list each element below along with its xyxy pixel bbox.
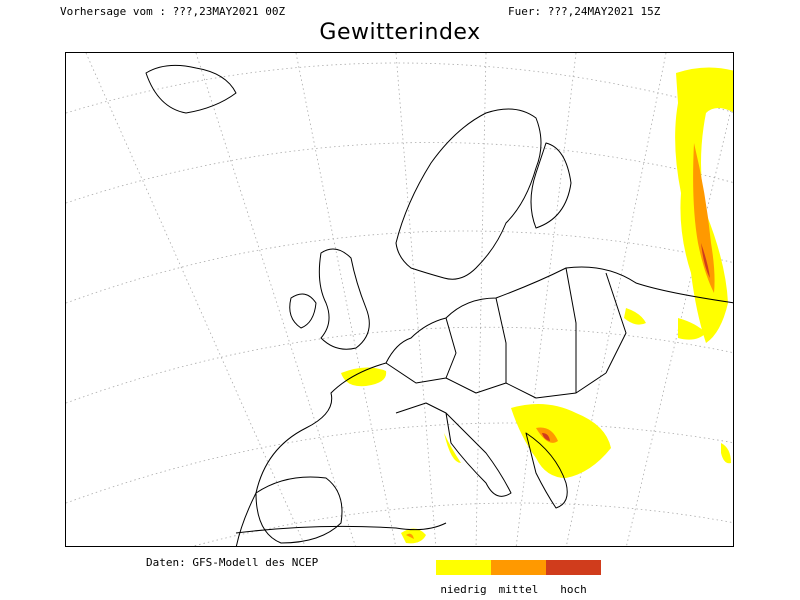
- graticule: [66, 53, 733, 546]
- legend-swatch-high: [546, 560, 601, 575]
- data-source-label: Daten: GFS-Modell des NCEP: [146, 556, 319, 569]
- legend-label-medium: mittel: [498, 583, 539, 596]
- map-panel: [65, 52, 734, 547]
- coastlines: [145, 64, 733, 546]
- europe-map: [66, 53, 733, 546]
- storm-index-areas: [341, 67, 733, 544]
- map-title: Gewitterindex: [319, 20, 481, 45]
- legend-swatch-low: [436, 560, 491, 575]
- legend-swatch-medium: [491, 560, 546, 575]
- valid-time-label: Fuer: ???,24MAY2021 15Z: [508, 5, 661, 18]
- legend: niedrig mittel hoch: [436, 560, 602, 596]
- forecast-run-label: Vorhersage vom : ???,23MAY2021 00Z: [60, 5, 286, 18]
- legend-label-high: hoch: [560, 583, 587, 596]
- legend-label-low: niedrig: [440, 583, 487, 596]
